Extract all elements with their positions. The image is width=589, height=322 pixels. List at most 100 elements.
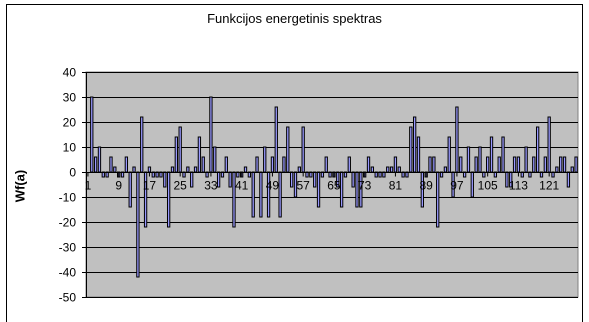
- x-tick-label: 105: [478, 179, 498, 193]
- bar: [186, 166, 190, 173]
- y-tick-label: 0: [69, 166, 76, 180]
- bar: [216, 171, 221, 188]
- x-tick-label: 65: [327, 179, 341, 193]
- bar: [93, 156, 98, 173]
- bar: [147, 166, 152, 173]
- bar: [251, 171, 255, 218]
- x-tick-label: 41: [235, 179, 249, 193]
- bar: [140, 116, 144, 173]
- bar: [282, 156, 286, 173]
- bar: [574, 156, 578, 173]
- bars: [90, 96, 578, 278]
- x-tick-label: 97: [450, 179, 464, 193]
- bar: [316, 171, 321, 208]
- y-tick-label: -30: [59, 241, 77, 255]
- bar: [193, 166, 198, 173]
- bar: [213, 146, 217, 173]
- x-tick-label: 113: [509, 179, 528, 193]
- bar: [163, 171, 167, 188]
- bar: [197, 136, 202, 173]
- bar: [190, 171, 194, 188]
- bar: [486, 156, 490, 173]
- bar: [443, 166, 448, 173]
- bar: [347, 156, 351, 173]
- bar: [201, 156, 205, 173]
- bar: [428, 156, 432, 173]
- bar: [532, 156, 536, 173]
- bar: [132, 166, 136, 173]
- chart-title: Funkcijos energetinis spektras: [207, 11, 382, 26]
- bar: [512, 156, 517, 173]
- bar: [263, 146, 267, 173]
- bar: [289, 171, 294, 188]
- bar: [436, 171, 440, 228]
- bar: [113, 166, 117, 173]
- bar: [351, 171, 355, 188]
- bar: [370, 166, 375, 173]
- x-tick-label: 89: [419, 179, 433, 193]
- bar: [455, 106, 459, 173]
- bar: [416, 136, 421, 173]
- bar: [224, 156, 228, 173]
- bar: [397, 166, 401, 173]
- y-tick-label: -10: [59, 191, 77, 205]
- bar: [459, 156, 463, 173]
- bar: [409, 126, 413, 173]
- bar: [174, 136, 178, 173]
- x-tick-label: 1: [85, 179, 92, 193]
- bar: [274, 106, 278, 173]
- bar: [124, 156, 129, 173]
- y-tick-label: -20: [59, 216, 77, 230]
- bar: [259, 171, 263, 218]
- bar: [166, 171, 171, 228]
- bar: [243, 166, 248, 173]
- bar: [497, 156, 501, 173]
- x-tick-label: 33: [204, 179, 218, 193]
- bar: [501, 136, 505, 173]
- x-tick-label: 81: [389, 179, 403, 193]
- bar: [393, 156, 398, 173]
- bar: [524, 146, 528, 173]
- bar: [386, 166, 390, 173]
- x-tick-label: 73: [358, 179, 372, 193]
- bar: [559, 156, 563, 173]
- bar: [547, 116, 551, 173]
- bar: [389, 166, 394, 173]
- bar: [324, 156, 328, 173]
- bar: [535, 126, 540, 173]
- x-tick-labels: 1 9 17 25 33 41 49 57 65 73 81 89 97 105 113 121: [85, 172, 560, 193]
- bar: [570, 166, 574, 173]
- x-tick-label: 25: [173, 179, 187, 193]
- y-tick-label: 10: [63, 141, 77, 155]
- bar: [366, 156, 371, 173]
- bar: [478, 146, 482, 173]
- bar: [505, 171, 509, 188]
- bar: [286, 126, 290, 173]
- bar: [97, 146, 102, 173]
- bar: [278, 171, 282, 218]
- bar: [562, 156, 567, 173]
- x-tick-label: 57: [296, 179, 310, 193]
- bar: [516, 156, 521, 173]
- bar: [474, 156, 478, 173]
- bar: [543, 156, 547, 173]
- bar: [447, 136, 451, 173]
- bar: [90, 96, 94, 173]
- y-tick-label: 20: [63, 116, 77, 130]
- bar: [270, 156, 275, 173]
- bar: [412, 116, 417, 173]
- bar: [128, 171, 132, 208]
- bar: [566, 171, 571, 188]
- bar: [432, 156, 436, 173]
- bar: [313, 171, 317, 188]
- bar: [170, 166, 175, 173]
- bar: [209, 96, 213, 173]
- x-tick-label: 49: [266, 179, 280, 193]
- bar: [301, 126, 305, 173]
- gridlines: [86, 72, 578, 298]
- bar: [228, 171, 232, 188]
- y-tick-label: -40: [59, 266, 77, 280]
- bar: [178, 126, 182, 173]
- y-tick-label: -50: [59, 291, 77, 305]
